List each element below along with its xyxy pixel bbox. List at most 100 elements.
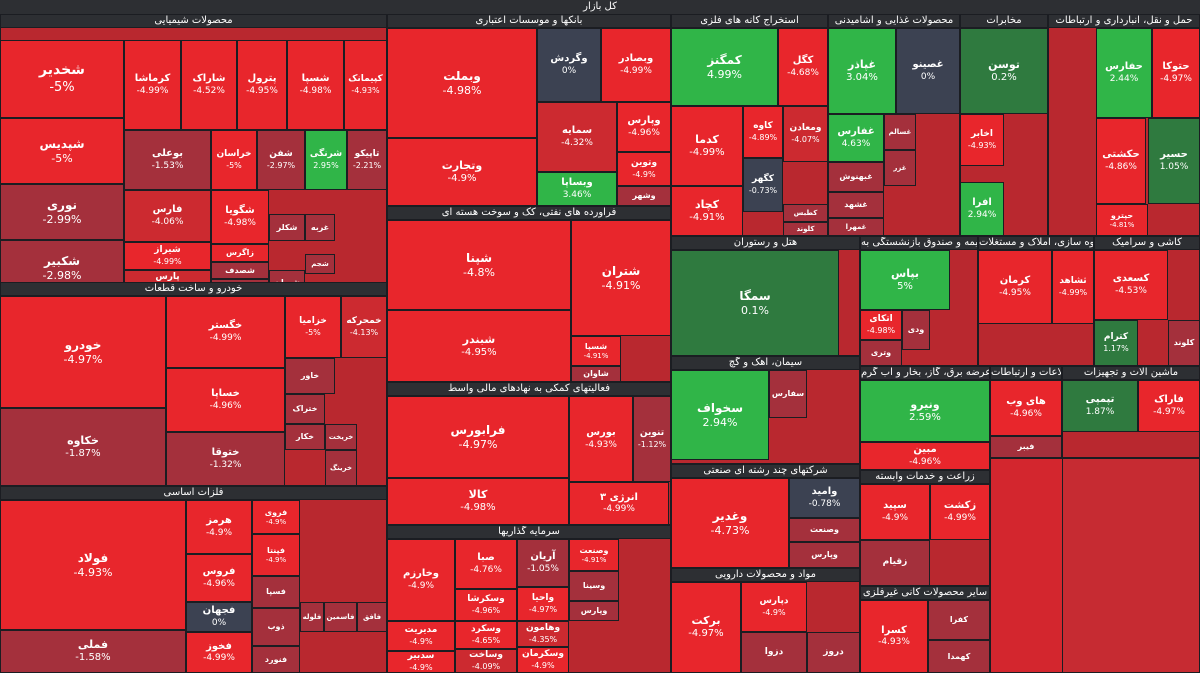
stock-tile[interactable]: تاپیکو -2.21% <box>347 130 387 190</box>
stock-tile[interactable]: کالا -4.98% <box>387 478 569 525</box>
stock-tile[interactable]: فافق <box>357 602 387 632</box>
stock-tile[interactable]: غپاذر 3.04% <box>828 28 896 114</box>
stock-tile[interactable]: تپمپی 1.87% <box>1062 380 1138 432</box>
stock-tile[interactable]: وتوین -4.9% <box>617 152 671 186</box>
stock-tile[interactable]: فارس -4.06% <box>124 190 211 242</box>
stock-tile[interactable]: خاور <box>285 358 335 394</box>
stock-tile[interactable]: وغدیر -4.73% <box>671 478 789 568</box>
stock-tile[interactable]: شکلر <box>269 214 305 241</box>
stock-tile[interactable]: کترام 1.17% <box>1094 320 1138 366</box>
stock-tile[interactable]: شیراز -4.99% <box>124 242 211 270</box>
stock-tile[interactable]: توسن 0.2% <box>960 28 1048 114</box>
stock-tile[interactable]: غسالم <box>884 114 916 150</box>
stock-tile[interactable]: خکاوه -1.87% <box>0 408 166 486</box>
stock-tile[interactable]: کلوند <box>1168 320 1200 366</box>
sector-header[interactable]: سایر محصولات کانی غیرفلزی <box>860 586 990 600</box>
stock-tile[interactable]: کهمدا <box>928 640 990 673</box>
stock-tile[interactable]: حتوکا -4.97% <box>1152 28 1200 118</box>
stock-tile[interactable]: شرنگی 2.95% <box>305 130 347 190</box>
stock-tile[interactable]: مبین -4.96% <box>860 442 990 470</box>
stock-tile[interactable]: وخارزم -4.9% <box>387 539 455 621</box>
stock-tile[interactable]: خساپا -4.96% <box>166 368 285 432</box>
stock-tile[interactable]: فاسمین <box>324 602 357 632</box>
stock-tile[interactable]: ذوب <box>252 608 300 646</box>
stock-tile[interactable]: کگل -4.68% <box>778 28 828 106</box>
stock-tile[interactable]: کمگنز 4.99% <box>671 28 778 106</box>
stock-tile[interactable]: نوری -2.99% <box>0 184 124 240</box>
sector-header[interactable]: بانکها و موسسات اعتباری <box>387 14 671 28</box>
sector-header[interactable]: استخراج کانه های فلزی <box>671 14 828 28</box>
stock-tile[interactable]: وپارس <box>789 542 860 568</box>
stock-tile[interactable]: شسپا -4.91% <box>571 336 621 366</box>
sector-header[interactable]: مواد و محصولات دارویی <box>671 568 860 582</box>
stock-tile[interactable]: وتری <box>860 340 902 366</box>
stock-tile[interactable]: فپنتا -4.9% <box>252 534 300 576</box>
sector-header[interactable]: زراعت و خدمات وابسته <box>860 470 990 484</box>
stock-tile[interactable]: وگردش 0% <box>537 28 601 102</box>
stock-tile[interactable]: وساخت -4.09% <box>455 649 517 673</box>
stock-tile[interactable]: شبندر -4.95% <box>387 310 571 382</box>
stock-tile[interactable]: فولاد -4.93% <box>0 500 186 630</box>
stock-tile[interactable]: وپارس <box>569 601 619 621</box>
stock-tile[interactable]: وسکرد -4.65% <box>455 621 517 649</box>
sector-header[interactable]: خودرو و ساخت قطعات <box>0 282 387 296</box>
stock-tile[interactable]: خمحرکه -4.13% <box>341 296 387 358</box>
stock-tile[interactable]: های وب -4.96% <box>990 380 1062 436</box>
sector-header[interactable]: محصولات غذایی و آشامیدنی <box>828 14 960 28</box>
stock-tile[interactable]: فاراک -4.97% <box>1138 380 1200 432</box>
stock-tile[interactable]: غمهرا <box>828 218 884 236</box>
sector-header[interactable]: انبوه سازی، املاک و مستغلات <box>978 236 1094 250</box>
stock-tile[interactable]: وبساپا 3.46% <box>537 172 617 206</box>
stock-tile[interactable]: خودرو -4.97% <box>0 296 166 408</box>
stock-tile[interactable]: فیبر <box>990 436 1062 458</box>
stock-tile[interactable]: اتکای -4.98% <box>860 310 902 340</box>
stock-tile[interactable]: بورس -4.93% <box>569 396 633 482</box>
stock-tile[interactable]: افرا 2.94% <box>960 182 1004 236</box>
stock-tile[interactable]: فجهان 0% <box>186 602 252 632</box>
sector-header[interactable]: کاشی و سرامیک <box>1094 236 1200 250</box>
stock-tile[interactable]: حکشتی -4.86% <box>1096 118 1146 204</box>
sector-header[interactable]: سیمان، آهک و گچ <box>671 356 860 370</box>
stock-tile[interactable]: خکار <box>285 424 325 450</box>
sector-header[interactable]: فعالیتهای کمکی به نهادهای مالی واسط <box>387 382 671 396</box>
stock-tile[interactable]: ومعادن -4.07% <box>783 106 828 162</box>
stock-tile[interactable]: شفن -2.97% <box>257 130 305 190</box>
stock-tile[interactable]: انرژی ۳ -4.99% <box>569 482 669 525</box>
stock-tile[interactable]: سپید -4.9% <box>860 484 930 540</box>
stock-tile[interactable]: ونیرو 2.59% <box>860 380 990 442</box>
stock-tile[interactable]: سمگا 0.1% <box>671 250 839 356</box>
stock-tile[interactable]: ودی <box>902 310 930 350</box>
stock-tile[interactable]: فروس -4.96% <box>186 554 252 602</box>
stock-tile[interactable]: کرمان -4.95% <box>978 250 1052 324</box>
stock-tile[interactable]: شگویا -4.98% <box>211 190 269 244</box>
stock-tile[interactable]: وصنعت -4.91% <box>569 539 619 571</box>
stock-tile[interactable]: فلوله <box>300 602 324 632</box>
stock-tile[interactable]: وسکرشا -4.96% <box>455 589 517 621</box>
stock-tile[interactable]: شاوان <box>571 366 621 382</box>
stock-tile[interactable]: مدیریت -4.9% <box>387 621 455 651</box>
stock-tile[interactable]: فملی -1.58% <box>0 630 186 673</box>
stock-tile[interactable]: شاراک -4.52% <box>181 40 237 130</box>
sector-header[interactable]: هتل و رستوران <box>671 236 860 250</box>
stock-tile[interactable]: زکشت -4.99% <box>930 484 990 540</box>
stock-tile[interactable]: فرابورس -4.97% <box>387 396 569 478</box>
stock-tile[interactable]: خزامیا -5% <box>285 296 341 358</box>
stock-tile[interactable]: غصینو 0% <box>896 28 960 114</box>
stock-tile[interactable]: آریان -1.05% <box>517 539 569 587</box>
stock-tile[interactable]: کاوه -4.89% <box>743 106 783 158</box>
stock-tile[interactable]: شجم <box>305 254 335 274</box>
stock-tile[interactable]: کسرا -4.93% <box>860 600 928 673</box>
stock-tile[interactable]: دپارس -4.9% <box>741 582 807 632</box>
stock-tile[interactable]: وسکرمان -4.9% <box>517 647 569 673</box>
stock-tile[interactable]: غبهنوش <box>828 162 884 192</box>
stock-tile[interactable]: فروی -4.9% <box>252 500 300 534</box>
stock-tile[interactable]: وبصادر -4.99% <box>601 28 671 102</box>
stock-tile[interactable]: شسپا -4.98% <box>287 40 344 130</box>
stock-tile[interactable]: کلوند <box>783 222 828 236</box>
sector-header[interactable]: ماشین آلات و تجهیزات <box>1062 366 1200 380</box>
sector-header[interactable]: محصولات شیمیایی <box>0 14 387 28</box>
stock-tile[interactable]: زقیام <box>860 540 930 586</box>
stock-tile[interactable]: دزوا <box>741 632 807 673</box>
stock-tile[interactable]: کطبس <box>783 204 828 222</box>
stock-tile[interactable]: واحیا -4.97% <box>517 587 569 621</box>
